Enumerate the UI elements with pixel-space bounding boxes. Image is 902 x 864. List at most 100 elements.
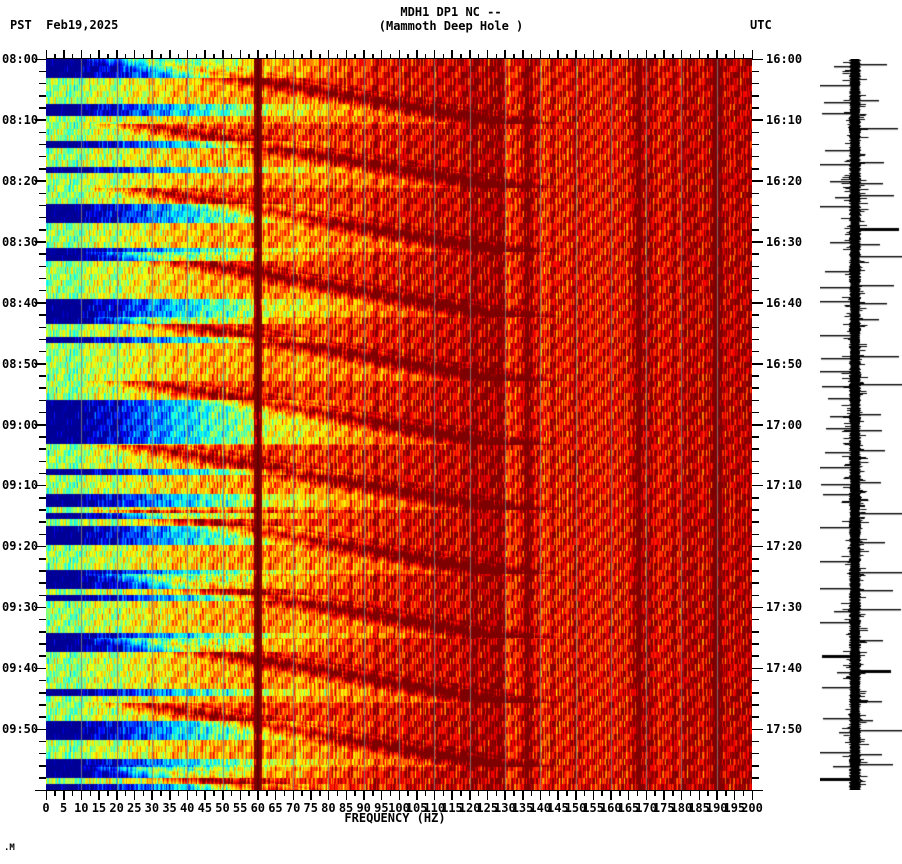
x-tick <box>98 790 100 800</box>
x-tick <box>239 790 242 800</box>
y-tick-right <box>752 229 759 231</box>
plot-frame-top <box>46 58 752 59</box>
y-tick-left <box>39 521 46 523</box>
y-axis-label-right-utc: 17:00 <box>766 417 803 432</box>
x-tick <box>557 790 559 800</box>
x-axis-tick-label: 5 <box>60 801 68 815</box>
x-axis-tick-label: 200 <box>741 801 763 815</box>
x-tick-top <box>442 54 445 59</box>
x-axis-tick-label: 105 <box>405 801 428 815</box>
x-tick <box>107 790 109 796</box>
y-tick-right <box>752 180 763 182</box>
x-tick <box>742 790 745 796</box>
y-axis-label-right-utc: 17:50 <box>766 722 803 737</box>
y-axis-label-left-pst: 09:00 <box>2 417 39 432</box>
x-tick-top <box>169 50 171 59</box>
plot-frame-bottom <box>46 790 752 791</box>
x-tick <box>89 790 92 796</box>
x-axis-tick-label: 25 <box>127 801 142 815</box>
x-tick <box>424 790 427 796</box>
y-tick-right <box>752 411 759 414</box>
x-tick <box>575 790 577 800</box>
y-tick-right <box>752 448 759 450</box>
x-tick <box>592 790 595 800</box>
x-tick-top <box>592 50 595 59</box>
header-left-timezone-date: PST Feb19,2025 <box>10 18 118 32</box>
y-tick-right <box>752 521 759 523</box>
y-axis-label-left-pst: 08:40 <box>2 295 39 310</box>
x-tick-top <box>204 50 206 59</box>
y-axis-label-left-pst: 09:20 <box>2 539 39 554</box>
x-tick-top <box>486 50 489 59</box>
x-tick <box>663 790 665 800</box>
y-tick-left <box>39 204 46 207</box>
x-tick-top <box>230 54 233 59</box>
x-tick-top <box>239 50 242 59</box>
x-tick <box>45 790 47 800</box>
y-tick-right <box>752 241 763 243</box>
y-tick-left <box>35 119 46 121</box>
x-tick-top <box>424 54 427 59</box>
y-tick-left <box>39 253 46 255</box>
spectrogram-plot[interactable] <box>46 59 752 790</box>
x-tick <box>345 790 348 800</box>
x-tick-top <box>742 54 745 59</box>
x-axis-tick-label: 40 <box>179 801 195 815</box>
x-tick-top <box>160 54 162 59</box>
x-tick-top <box>54 54 56 59</box>
x-tick-top <box>266 54 268 59</box>
y-tick-left <box>39 509 46 511</box>
y-tick-left <box>39 399 46 402</box>
y-tick-left <box>39 472 46 475</box>
x-axis-tick-label: 95 <box>374 801 389 815</box>
y-tick-right <box>752 497 759 499</box>
x-tick <box>716 790 718 800</box>
x-tick <box>283 790 286 796</box>
x-tick <box>151 790 153 800</box>
y-tick-left <box>39 777 46 779</box>
y-tick-left <box>39 448 46 450</box>
y-tick-right <box>752 436 759 438</box>
x-tick <box>213 790 215 796</box>
y-tick-right <box>752 667 763 670</box>
x-axis-tick-label: 20 <box>109 801 124 815</box>
y-axis-label-right-utc: 17:20 <box>766 539 803 554</box>
x-tick <box>336 790 339 796</box>
x-tick <box>539 790 542 800</box>
y-tick-right <box>752 387 759 389</box>
x-tick <box>460 790 462 796</box>
x-tick-top <box>407 54 409 59</box>
x-axis-tick-label: 115 <box>441 801 463 815</box>
x-axis-tick-label: 30 <box>144 801 160 815</box>
x-axis-tick-label: 150 <box>564 801 587 815</box>
y-tick-left <box>39 350 46 353</box>
y-tick-right <box>752 265 759 268</box>
x-tick <box>522 790 524 800</box>
x-tick-top <box>133 50 136 59</box>
y-tick-right <box>752 558 759 560</box>
y-axis-label-right-utc: 16:40 <box>766 295 803 310</box>
y-tick-left <box>39 155 46 158</box>
x-tick <box>486 790 489 800</box>
x-tick <box>142 790 145 796</box>
x-tick-top <box>601 54 603 59</box>
x-tick <box>177 790 180 796</box>
date-label: Feb19,2025 <box>46 18 119 32</box>
x-tick <box>80 790 83 800</box>
x-tick-top <box>98 50 100 59</box>
x-tick <box>230 790 233 796</box>
x-axis-tick-label: 100 <box>388 801 410 815</box>
x-tick <box>504 790 506 800</box>
y-tick-left <box>39 765 46 767</box>
x-axis-tick-label: 55 <box>232 801 248 815</box>
x-tick <box>204 790 206 800</box>
y-tick-right <box>752 143 759 146</box>
station-title: MDH1 DP1 NC -- <box>400 5 502 19</box>
x-tick <box>566 790 568 796</box>
x-tick-top <box>142 54 145 59</box>
x-axis-tick-label: 160 <box>599 801 622 815</box>
x-tick-top <box>716 50 718 59</box>
x-axis-tick-label: 90 <box>356 801 371 815</box>
x-tick <box>169 790 171 800</box>
y-tick-right <box>752 618 759 621</box>
